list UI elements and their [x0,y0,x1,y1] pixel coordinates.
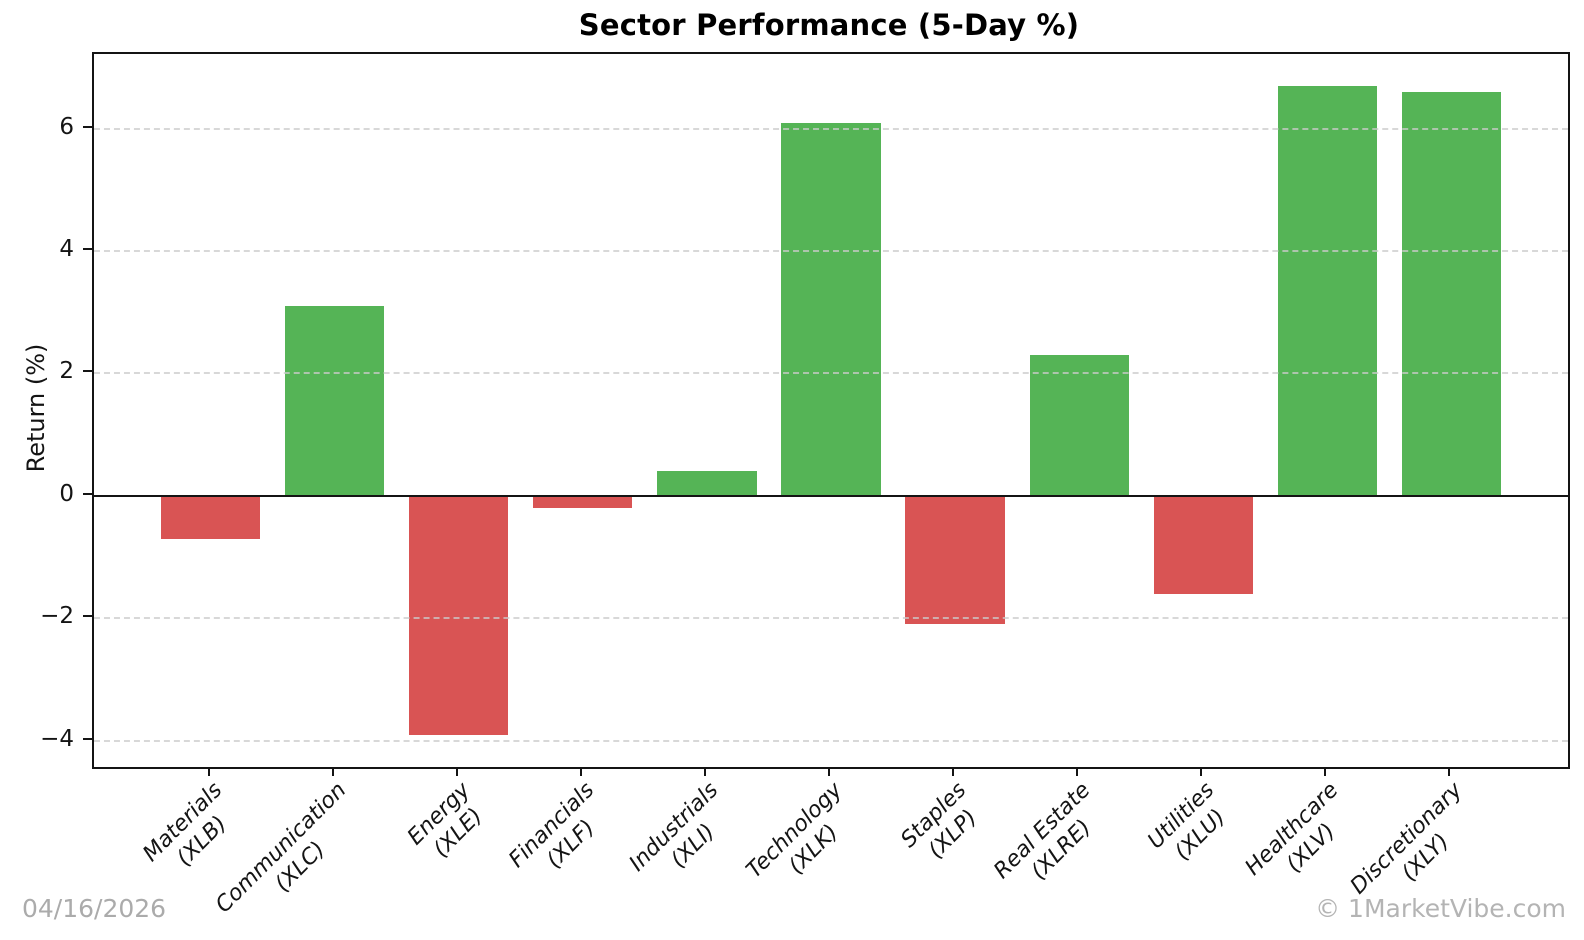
bar-xlc [285,306,385,496]
y-tick-mark [83,615,92,618]
x-tick-mark [207,767,210,776]
gridline-y2 [94,372,1568,375]
bar-xlre [1029,355,1129,496]
x-tick-mark [1200,767,1203,776]
y-tick-mark [83,125,92,128]
y-tick-label: 4 [59,236,74,263]
y-tick-label: 2 [59,358,74,385]
x-tick-mark [1076,767,1079,776]
bar-xle [409,495,509,735]
bar-xlp [905,495,1005,625]
x-tick-mark [828,767,830,776]
x-tick-label-text: Energy (XLE) [402,777,488,863]
x-tick-label-text: Industrials (XLI) [624,777,724,877]
x-tick-mark [579,767,582,776]
x-tick-label-text: Utilities (XLU) [1143,777,1231,866]
x-tick-mark [331,767,334,776]
y-tick-mark [83,737,92,740]
y-tick-mark [83,248,92,251]
gridline-y6 [94,127,1568,130]
chart-title: Sector Performance (5-Day %) [578,8,1080,42]
bar-xli [657,471,757,496]
x-tick-mark [952,767,955,776]
bar-xlk [781,122,881,496]
x-tick-label-text: Staples (XLP) [896,777,983,864]
bar-xly [1401,91,1501,496]
x-tick-mark [455,767,458,776]
x-tick-label-text: Financials (XLF) [504,777,600,874]
gridline-y-4 [94,739,1568,742]
footer-date: 04/16/2026 [22,894,167,923]
footer-watermark: © 1MarketVibe.com [1315,894,1566,923]
bar-xlf [533,495,633,509]
zero-line [94,494,1568,497]
gridline-y4 [94,250,1568,253]
y-tick-mark [83,492,92,495]
y-tick-label: 6 [59,113,74,140]
y-tick-label: −2 [40,603,74,630]
bar-xlu [1153,495,1253,594]
x-tick-mark [1448,767,1451,776]
y-tick-label: 0 [59,480,74,507]
x-tick-mark [703,767,706,776]
x-tick-label-text: Materials (XLB) [138,777,232,872]
gridline-y-2 [94,617,1568,620]
y-tick-mark [83,370,92,373]
y-tick-label: −4 [40,725,74,752]
x-tick-mark [1324,767,1327,776]
plot-area [92,52,1570,769]
bar-xlb [161,495,261,539]
bar-xlv [1277,85,1377,496]
